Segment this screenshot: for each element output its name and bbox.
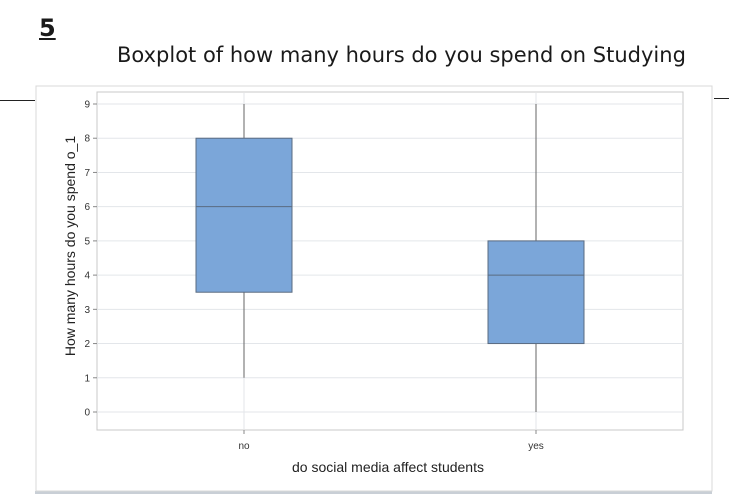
x-axis-category-labels: no yes [238,430,544,452]
boxes [195,104,585,412]
y-tick-label: 8 [84,134,90,145]
y-axis-ticks: 0 1 2 3 4 5 6 7 8 9 [84,100,97,419]
y-tick-label: 9 [84,100,90,111]
plot-outer-frame [35,85,713,492]
y-tick-label: 3 [84,305,90,316]
x-category-label: no [238,441,250,452]
x-category-label: yes [528,441,544,452]
box-no [195,137,293,293]
plot-area [96,91,684,431]
y-tick-label: 7 [84,168,90,179]
y-tick-label: 1 [84,373,90,384]
y-tick-label: 4 [84,271,90,282]
y-axis-title: How many hours do you spend o_1 [62,136,78,356]
left-rule-line [0,100,35,101]
right-rule-line [714,98,729,99]
y-tick-label: 2 [84,339,90,350]
y-tick-label: 6 [84,202,90,213]
x-axis-title: do social media affect students [292,459,484,475]
y-tick-label: 0 [84,408,90,419]
chart-title: Boxplot of how many hours do you spend o… [117,43,686,67]
bottom-divider [35,491,712,494]
y-tick-label: 5 [84,236,90,247]
box-yes [487,240,585,345]
page-number: 5 [39,14,56,42]
